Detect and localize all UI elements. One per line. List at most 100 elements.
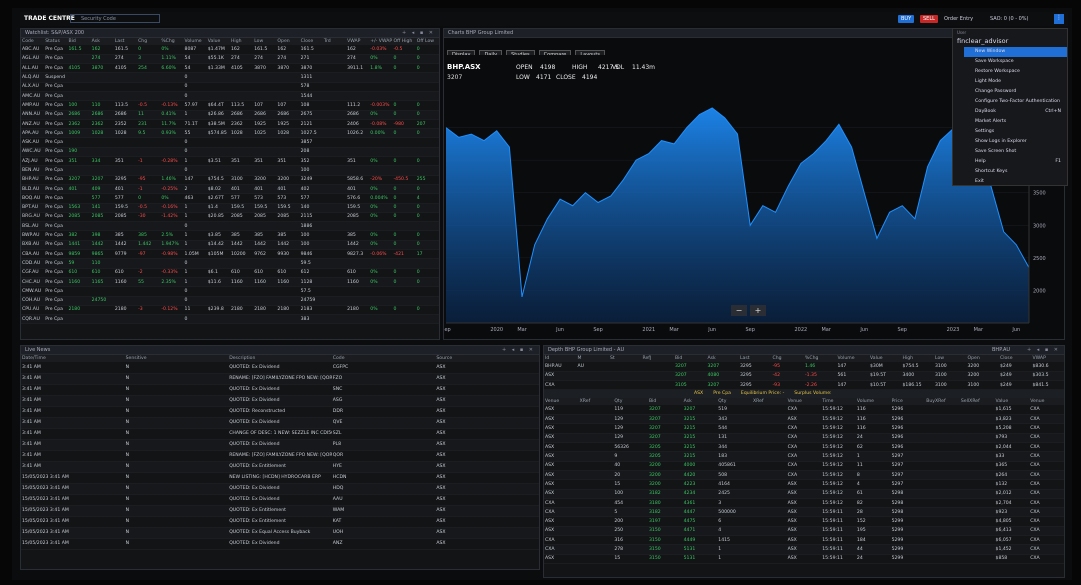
cell: CXA — [786, 442, 822, 453]
menu-item[interactable]: Restore Workspace — [964, 67, 1067, 77]
buy-button[interactable]: BUY — [898, 15, 915, 23]
zoom-button[interactable] — [731, 305, 747, 316]
menu-item[interactable]: Save Workspace — [964, 57, 1067, 67]
cell — [322, 54, 347, 65]
row: CQR.AU Pre Cpa 0 383 — [21, 314, 439, 325]
row: ANZ.AU Pre Cpa 2362 2362 2352 231 11.7% 71.1T $3… — [21, 119, 439, 130]
cell: Pre Cpa — [44, 277, 68, 288]
cell: 3:41 AM — [21, 428, 125, 440]
cell — [925, 535, 960, 546]
cell: 612 — [299, 268, 323, 278]
column-header: Bid — [67, 38, 91, 45]
cell: N — [124, 417, 229, 429]
row: 3:41 AM N QUOTED: Ex Dividend ASG ASX — [21, 395, 539, 407]
cell — [276, 72, 300, 83]
cell: 344 — [717, 442, 752, 453]
menu-item[interactable]: Shortcut Keys — [964, 167, 1067, 177]
cell: 2085 — [90, 212, 114, 223]
cell — [137, 91, 161, 102]
cell: 4164 — [717, 479, 752, 490]
cell — [578, 526, 614, 537]
menu-item[interactable]: Change Password — [964, 87, 1067, 97]
cell — [959, 423, 995, 434]
order-entry[interactable]: Order Entry — [944, 16, 974, 22]
cell: ANZ — [331, 538, 436, 550]
menu-item[interactable]: Market Alerts — [964, 117, 1067, 127]
cell: 0 — [392, 156, 416, 167]
cell: 2115 — [299, 212, 323, 223]
cell: 2085 — [276, 212, 300, 223]
cell: 385 — [253, 230, 277, 241]
menu-item[interactable]: Show Logs in Explorer — [964, 137, 1067, 147]
cell: N — [124, 406, 229, 418]
cell: ASX — [435, 406, 539, 418]
menu-item-label: Market Alerts — [975, 119, 1007, 124]
cell: 140 — [299, 203, 323, 213]
cell — [113, 72, 138, 83]
cell: $264 — [994, 470, 1030, 481]
cell: 1.442 — [137, 240, 161, 251]
row: ASX 250 3150 4471 4 ASX 15:59:11 195 5299 $6,413 C… — [544, 526, 1064, 537]
cell: 5298 — [890, 498, 926, 509]
cell: 3200 — [647, 461, 683, 471]
menu-item[interactable]: Save Screen Shot — [964, 147, 1067, 157]
cell — [90, 286, 114, 297]
cell: CXA — [1029, 442, 1064, 453]
cell: Pre Cpa — [44, 184, 68, 195]
sell-button[interactable]: SELL — [920, 15, 938, 23]
cell: 0 — [183, 91, 207, 102]
cell: -0.13% — [160, 100, 184, 111]
cell: -30 — [137, 212, 161, 223]
cell: 0% — [160, 45, 184, 55]
cell: 3200 — [276, 175, 300, 185]
menu-button[interactable]: ⋮ — [1054, 14, 1064, 24]
menu-item[interactable]: Configure Two-Factor Authentication — [964, 97, 1067, 107]
cell: 2085 — [253, 212, 277, 223]
zoom-button[interactable] — [750, 305, 766, 316]
cell — [229, 258, 254, 269]
cell — [415, 258, 439, 269]
cell: 0 — [183, 72, 207, 83]
cell: 0 — [392, 184, 416, 195]
cell — [322, 63, 347, 74]
cell: 2352 — [113, 119, 138, 130]
cell: $1.33M — [206, 63, 230, 74]
cell: QUOTED: Ex Dividend — [228, 417, 332, 429]
cell: 5296 — [890, 442, 926, 453]
search-box[interactable]: Security Code — [70, 14, 160, 23]
column-header: Volume — [183, 38, 207, 45]
menu-item[interactable]: Settings — [964, 127, 1067, 137]
menu-item[interactable]: DayBook Ctrl+N — [964, 107, 1067, 117]
cell: ASX — [544, 554, 579, 564]
cell: CXA — [544, 507, 579, 518]
row: ASX 20 3200 4420 508 CXA 15:59:12 8 5297 $264 CXA — [544, 470, 1064, 481]
symbol: BHP.ASX — [447, 63, 481, 71]
cell: 508 — [717, 470, 752, 481]
cell: 0 — [392, 128, 416, 139]
cell — [925, 498, 960, 509]
cell — [959, 489, 995, 499]
cell: 3200 — [253, 175, 277, 185]
cell: QVE — [331, 417, 436, 429]
row: ALQ.AU Suspend 0 1311 — [21, 72, 439, 83]
cell: ASX — [435, 527, 539, 539]
row: 15/05/2023 3:41 AM N QUOTED: Ex Entitlemen… — [21, 516, 539, 528]
menu-item[interactable]: Help F1 — [964, 157, 1067, 167]
row: ASX 100 3182 4234 2425 ASX 15:59:12 61 5298 $2,01… — [544, 489, 1064, 499]
cell: Pre Cpa — [44, 82, 68, 93]
zoom-label: − — [736, 306, 743, 315]
column-header: Low — [934, 355, 967, 362]
cell: 15:59:12 — [821, 470, 856, 481]
cell: -0.03% — [369, 45, 393, 55]
cell — [137, 221, 161, 232]
menu-item[interactable]: Light Mode — [964, 77, 1067, 87]
cell: 3150 — [647, 554, 683, 564]
row: AMC.AU Pre Cpa 0 1544 — [21, 91, 439, 102]
menu-item[interactable]: Exit — [964, 177, 1067, 185]
cell: CXA — [544, 535, 579, 546]
cell: 0.93% — [160, 128, 184, 139]
cell: $830.6 — [1031, 362, 1064, 372]
cell: 1165 — [90, 277, 114, 288]
menu-item[interactable]: New Window — [964, 47, 1067, 57]
cell — [751, 507, 787, 518]
